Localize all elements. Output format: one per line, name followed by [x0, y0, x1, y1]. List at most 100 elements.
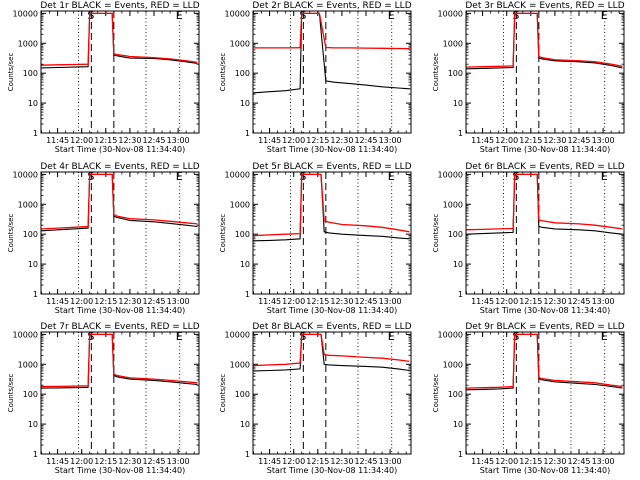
y-tick-label: 1	[245, 129, 250, 138]
chart-title: Det 5r BLACK = Events, RED = LLD	[252, 162, 411, 172]
x-tick-label: 12:45	[142, 457, 165, 466]
marker-label: E	[388, 170, 395, 183]
x-tick-label: 13:00	[592, 457, 615, 466]
y-tick-label: 1000	[443, 360, 463, 369]
x-tick-label: 12:30	[330, 136, 353, 145]
y-axis-label: Counts/sec	[7, 374, 15, 413]
y-tick-label: 100	[448, 230, 463, 239]
y-tick-label: 1000	[18, 200, 38, 209]
y-tick-label: 100	[448, 390, 463, 399]
panel-det-7: Det 7r BLACK = Events, RED = LLD 1 10 100 10…	[7, 322, 200, 475]
x-tick-label: 12:00	[282, 136, 305, 145]
x-tick-label: 12:30	[543, 136, 566, 145]
marker-label: S	[299, 9, 306, 22]
lld-series-line	[41, 333, 198, 388]
marker-label: E	[176, 9, 183, 22]
x-tick-label: 12:00	[495, 457, 518, 466]
x-tick-label: 12:30	[543, 457, 566, 466]
y-tick-label: 10000	[13, 330, 38, 339]
marker-label: E	[601, 330, 608, 343]
marker-label: S	[87, 330, 94, 343]
x-tick-label: 12:00	[495, 136, 518, 145]
panel-det-2: Det 2r BLACK = Events, RED = LLD 1 10 100 10…	[219, 1, 412, 154]
events-series-line	[253, 333, 410, 372]
marker-label: E	[601, 9, 608, 22]
y-tick-label: 1	[245, 450, 250, 459]
marker-label: S	[512, 330, 519, 343]
marker-label: S	[87, 9, 94, 22]
lld-series-line	[41, 12, 198, 66]
marker-label: E	[388, 9, 395, 22]
marker-label: S	[512, 170, 519, 183]
lld-series-line	[253, 333, 410, 367]
y-tick-label: 10000	[225, 170, 250, 179]
y-tick-label: 10000	[225, 330, 250, 339]
x-tick-label: 11:45	[46, 457, 69, 466]
x-tick-label: 12:00	[70, 457, 93, 466]
y-tick-label: 10000	[438, 330, 463, 339]
events-series-line	[466, 333, 623, 391]
x-tick-label: 12:15	[519, 297, 542, 306]
chart-title: Det 9r BLACK = Events, RED = LLD	[465, 322, 624, 332]
marker-label: E	[388, 330, 395, 343]
y-tick-label: 1000	[443, 200, 463, 209]
y-tick-label: 1	[33, 290, 38, 299]
marker-label: S	[87, 170, 94, 183]
x-axis-label: Start Time (30-Nov-08 11:34:40)	[55, 466, 185, 475]
x-tick-label: 12:00	[495, 297, 518, 306]
lld-series-line	[466, 12, 623, 68]
marker-label: S	[299, 170, 306, 183]
x-tick-label: 11:45	[46, 136, 69, 145]
x-tick-label: 11:45	[258, 297, 281, 306]
y-axis-label: Counts/sec	[219, 374, 227, 413]
x-axis-label: Start Time (30-Nov-08 11:34:40)	[267, 306, 397, 315]
events-series-line	[41, 333, 198, 389]
y-tick-label: 10	[240, 99, 250, 108]
events-series-line	[41, 173, 198, 232]
x-tick-label: 12:45	[142, 297, 165, 306]
y-tick-label: 10	[28, 260, 38, 269]
y-tick-label: 10	[28, 99, 38, 108]
x-tick-label: 11:45	[471, 297, 494, 306]
plot-frame	[465, 10, 625, 134]
marker-label: E	[176, 170, 183, 183]
panel-det-9: Det 9r BLACK = Events, RED = LLD 1 10 100 10…	[432, 322, 625, 475]
y-tick-label: 10	[28, 420, 38, 429]
y-axis-label: Counts/sec	[7, 214, 15, 253]
y-tick-label: 10000	[13, 9, 38, 18]
x-tick-label: 12:00	[70, 297, 93, 306]
x-tick-label: 11:45	[46, 297, 69, 306]
y-tick-label: 10000	[225, 9, 250, 18]
x-tick-label: 13:00	[379, 297, 402, 306]
x-tick-label: 12:30	[118, 136, 141, 145]
x-tick-label: 13:00	[592, 136, 615, 145]
marker-label: S	[512, 9, 519, 22]
chart-title: Det 7r BLACK = Events, RED = LLD	[40, 322, 199, 332]
x-tick-label: 12:45	[354, 457, 377, 466]
x-tick-label: 12:15	[94, 136, 117, 145]
y-axis-label: Counts/sec	[219, 53, 227, 92]
x-tick-label: 12:15	[519, 457, 542, 466]
y-tick-label: 100	[235, 69, 250, 78]
panel-det-1: Det 1r BLACK = Events, RED = LLD 1 10 100 10…	[7, 1, 200, 154]
x-axis-label: Start Time (30-Nov-08 11:34:40)	[267, 145, 397, 154]
marker-label: S	[299, 330, 306, 343]
y-tick-label: 100	[23, 230, 38, 239]
panel-det-4: Det 4r BLACK = Events, RED = LLD 1 10 100 10…	[7, 162, 200, 315]
lld-series-line	[41, 173, 198, 230]
x-tick-label: 12:15	[306, 136, 329, 145]
chart-title: Det 2r BLACK = Events, RED = LLD	[252, 1, 411, 11]
x-tick-label: 12:45	[567, 136, 590, 145]
x-axis-label: Start Time (30-Nov-08 11:34:40)	[480, 145, 610, 154]
chart-title: Det 3r BLACK = Events, RED = LLD	[465, 1, 624, 11]
marker-label: E	[601, 170, 608, 183]
chart-title: Det 4r BLACK = Events, RED = LLD	[40, 162, 199, 172]
x-axis-label: Start Time (30-Nov-08 11:34:40)	[480, 466, 610, 475]
y-tick-label: 10	[240, 260, 250, 269]
y-tick-label: 1	[458, 450, 463, 459]
panel-det-8: Det 8r BLACK = Events, RED = LLD 1 10 100 10…	[219, 322, 412, 475]
x-tick-label: 12:00	[70, 136, 93, 145]
plot-frame	[252, 331, 412, 455]
plot-frame	[252, 171, 412, 295]
